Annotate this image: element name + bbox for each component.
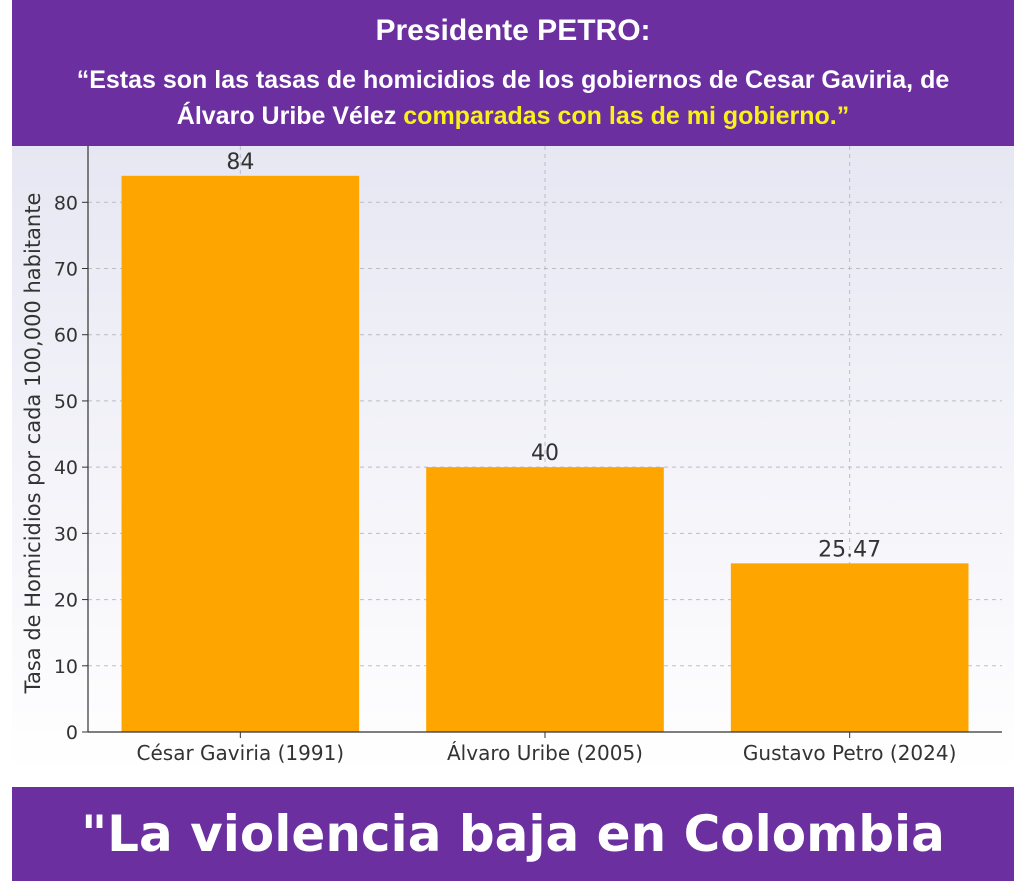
header-title: Presidente PETRO:	[375, 14, 651, 47]
y-tick-label: 30	[54, 523, 78, 545]
y-tick-label: 10	[54, 656, 78, 678]
y-tick-label: 40	[54, 457, 78, 479]
bar	[121, 175, 360, 732]
bar	[426, 467, 664, 732]
x-category-label: Gustavo Petro (2024)	[743, 741, 957, 765]
data-label: 40	[531, 441, 559, 466]
data-label: 25.47	[818, 537, 881, 562]
header-banner: Presidente PETRO: “Estas son las tasas d…	[12, 0, 1014, 146]
quote-text: “Estas son las tasas de homicidios de lo…	[76, 66, 950, 130]
y-tick-label: 80	[54, 192, 78, 214]
y-axis-title: Tasa de Homicidios por cada 100,000 habi…	[21, 193, 45, 695]
x-category-label: Álvaro Uribe (2005)	[447, 741, 643, 765]
data-label: 84	[226, 150, 254, 175]
y-tick-label: 70	[54, 258, 78, 280]
header-quote: “Estas son las tasas de homicidios de lo…	[42, 62, 984, 134]
bar-chart: 0 10 20 30 40 50 60 70 80 84 César Gaviria (1991) 4…	[21, 146, 1002, 765]
footer-banner: "La violencia baja en Colombia	[12, 787, 1014, 881]
y-tick-label: 0	[66, 722, 78, 744]
y-tick-label: 50	[54, 391, 78, 413]
y-tick-label: 20	[54, 590, 78, 612]
x-category-label: César Gaviria (1991)	[137, 741, 345, 765]
y-tick-label: 60	[54, 325, 78, 347]
bar	[730, 563, 969, 732]
chart-area: 0 10 20 30 40 50 60 70 80 84 César Gaviria (1991) 4…	[12, 146, 1014, 774]
quote-highlight: comparadas con las de mi gobierno.”	[403, 102, 850, 130]
